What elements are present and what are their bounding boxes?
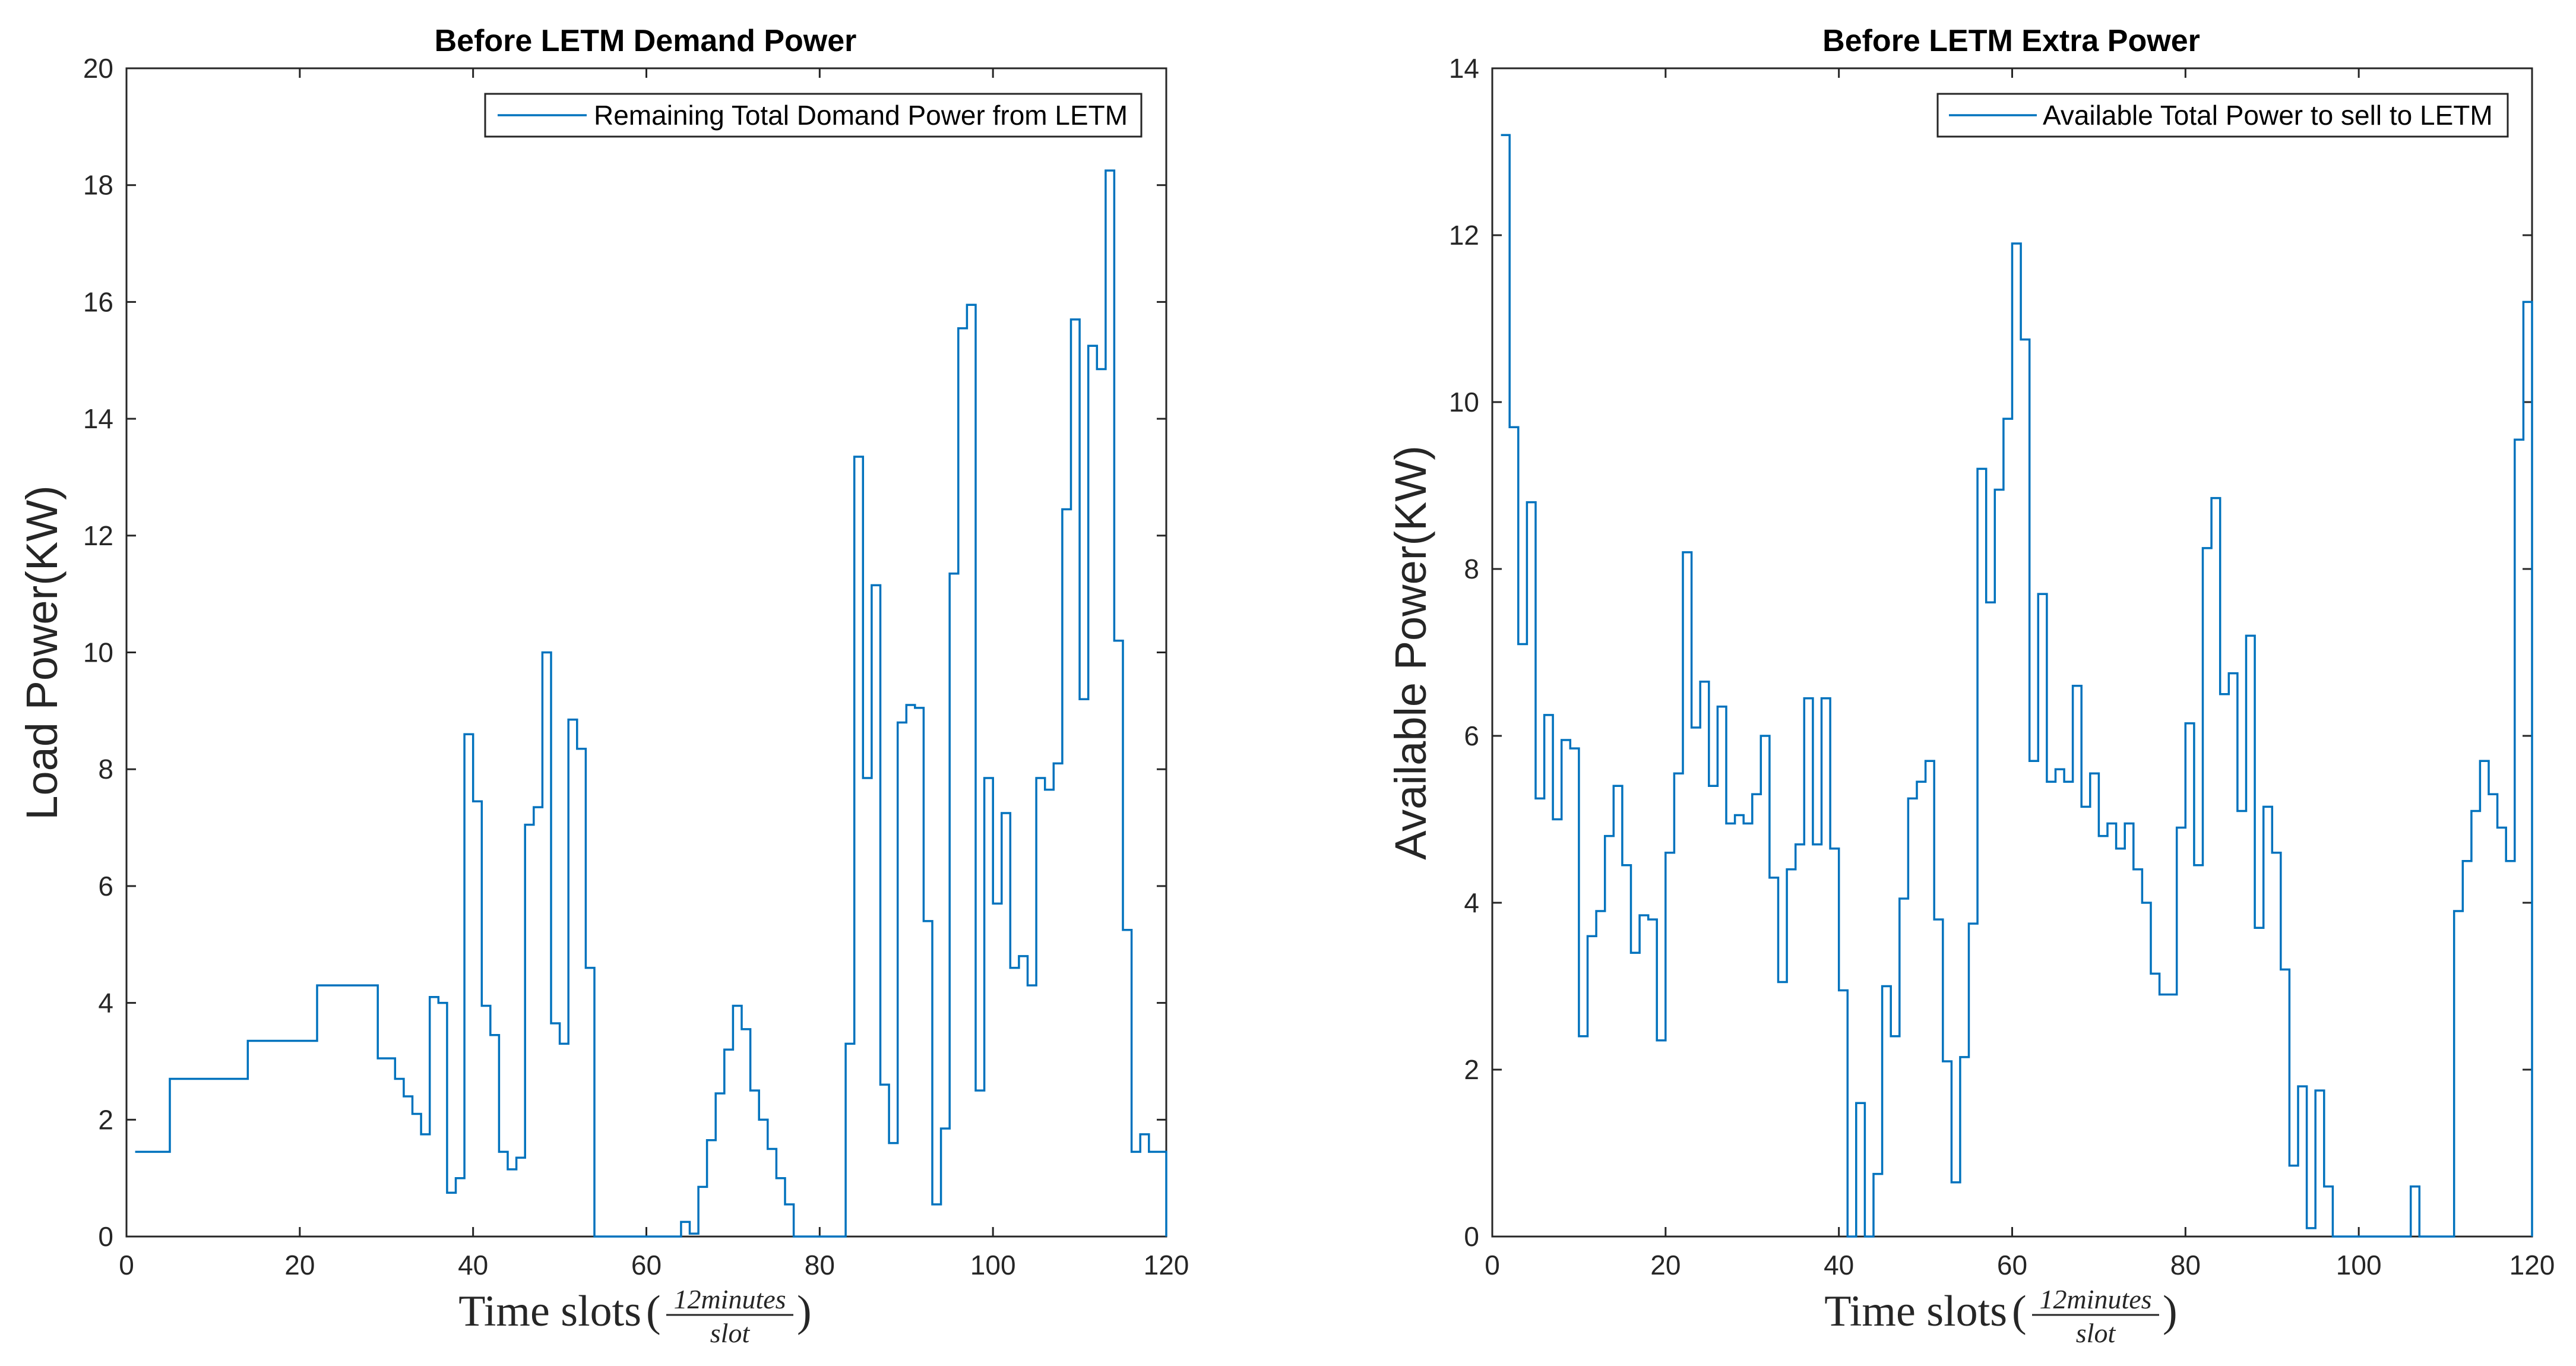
- right-x-ticks: 0 20 40 60 80 100 120: [1485, 68, 2555, 1280]
- right-x-tick-label: 20: [1650, 1250, 1681, 1280]
- right-legend: Available Total Power to sell to LETM: [1936, 93, 2509, 138]
- right-y-tick-label: 2: [1464, 1054, 1479, 1085]
- left-y-tick-label: 2: [98, 1104, 113, 1135]
- right-series-group: [1501, 134, 2533, 1238]
- left-x-tick-label: 120: [1144, 1250, 1189, 1280]
- right-x-axis-label-open-paren: (: [2012, 1287, 2027, 1336]
- right-y-tick-label: 6: [1464, 720, 1479, 751]
- right-x-tick-label: 60: [1997, 1250, 2027, 1280]
- left-chart: Before LETM Demand Power 0 20 40 60 80 100 120…: [17, 24, 1189, 1348]
- right-chart-title: Before LETM Extra Power: [1822, 24, 2200, 58]
- left-plot-area: [125, 67, 1167, 1238]
- right-series-line: [1501, 134, 2533, 1238]
- left-x-axis-label-open-paren: (: [646, 1287, 661, 1336]
- right-chart: Before LETM Extra Power 0 20 40 60 80 100 120 …: [1386, 24, 2555, 1348]
- right-y-tick-label: 12: [1449, 220, 1479, 251]
- left-x-tick-label: 40: [458, 1250, 488, 1280]
- left-y-tick-label: 18: [83, 170, 113, 201]
- right-x-axis-label: Time slots ( 12minutes slot ): [1824, 1284, 2177, 1348]
- left-x-tick-label: 60: [631, 1250, 662, 1280]
- left-x-axis-unit-denominator: slot: [710, 1318, 751, 1348]
- left-x-ticks: 0 20 40 60 80 100 120: [119, 68, 1189, 1280]
- left-y-ticks: 0 2 4 6 8 10 12 14 16 18 20: [83, 53, 1166, 1252]
- left-x-tick-label: 20: [284, 1250, 315, 1280]
- right-y-ticks: 0 2 4 6 8 10 12 14: [1449, 53, 2532, 1252]
- left-x-tick-label: 80: [805, 1250, 835, 1280]
- left-series-line: [135, 169, 1167, 1238]
- left-legend-label: Remaining Total Domand Power from LETM: [594, 100, 1128, 131]
- right-y-axis-label: Available Power(KW): [1386, 445, 1435, 860]
- right-y-tick-label: 0: [1464, 1221, 1479, 1252]
- right-x-tick-label: 100: [2336, 1250, 2382, 1280]
- right-y-tick-label: 10: [1449, 387, 1479, 418]
- left-y-tick-label: 16: [83, 286, 113, 317]
- left-series-group: [135, 169, 1167, 1238]
- left-x-tick-label: 100: [970, 1250, 1016, 1280]
- left-y-tick-label: 20: [83, 53, 113, 84]
- left-legend-box: [484, 93, 1143, 138]
- right-y-tick-label: 14: [1449, 53, 1479, 84]
- right-x-tick-label: 0: [1485, 1250, 1500, 1280]
- left-x-axis-label-close-paren: ): [797, 1287, 812, 1336]
- right-x-tick-label: 120: [2509, 1250, 2555, 1280]
- left-x-axis-unit-numerator: 12minutes: [673, 1284, 786, 1314]
- right-y-tick-label: 8: [1464, 554, 1479, 584]
- left-y-tick-label: 8: [98, 754, 113, 785]
- left-legend: Remaining Total Domand Power from LETM: [484, 93, 1143, 138]
- left-x-axis-label: Time slots ( 12minutes slot ): [458, 1284, 811, 1348]
- left-y-tick-label: 14: [83, 403, 113, 434]
- left-x-axis-label-text: Time slots: [458, 1287, 641, 1336]
- right-x-axis-unit-denominator: slot: [2076, 1318, 2116, 1348]
- right-x-axis-unit-numerator: 12minutes: [2039, 1284, 2151, 1314]
- left-y-axis-label: Load Power(KW): [17, 485, 67, 820]
- left-y-tick-label: 4: [98, 988, 113, 1019]
- right-x-tick-label: 40: [1824, 1250, 1854, 1280]
- left-y-tick-label: 10: [83, 637, 113, 668]
- left-x-tick-label: 0: [119, 1250, 134, 1280]
- left-y-tick-label: 0: [98, 1221, 113, 1252]
- right-x-axis-label-text: Time slots: [1824, 1287, 2007, 1336]
- right-y-tick-label: 4: [1464, 887, 1479, 918]
- right-legend-label: Available Total Power to sell to LETM: [2043, 100, 2493, 131]
- right-x-axis-label-close-paren: ): [2163, 1287, 2178, 1336]
- left-chart-title: Before LETM Demand Power: [435, 24, 857, 58]
- left-y-tick-label: 12: [83, 520, 113, 551]
- right-x-tick-label: 80: [2170, 1250, 2201, 1280]
- left-y-tick-label: 6: [98, 871, 113, 902]
